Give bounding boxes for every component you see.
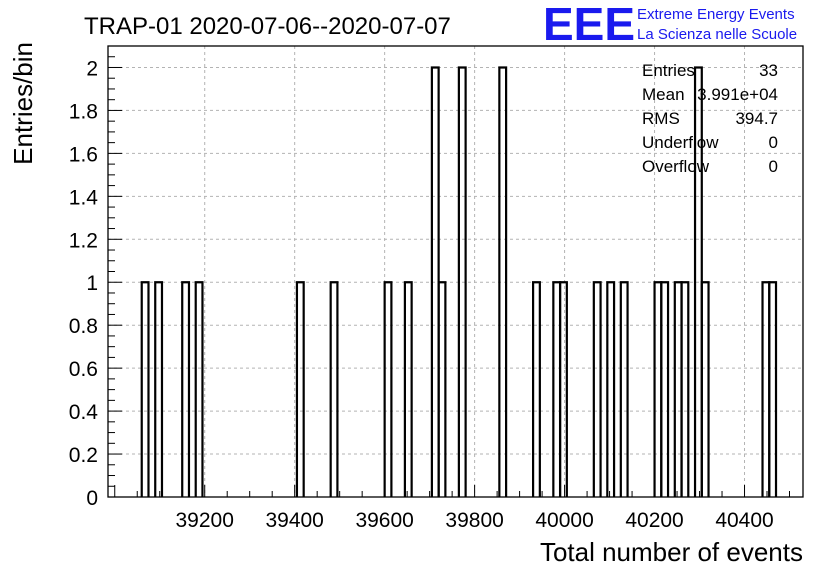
stats-value: 33 [759, 61, 778, 80]
histogram-bin [606, 281, 616, 497]
histogram-bars [140, 66, 778, 497]
eee-logo: EEE Extreme Energy Events La Scienza nel… [543, 0, 797, 50]
histogram-bin [592, 281, 602, 497]
histogram-bin [498, 66, 508, 497]
y-tick-label: 1.4 [69, 186, 99, 209]
histogram-bin [660, 281, 670, 497]
y-tick-label: 1.8 [69, 100, 98, 123]
histogram-bin [194, 281, 204, 497]
x-axis-title: Total number of events [540, 537, 803, 567]
stats-box: Entries 33 Mean 3.991e+04 RMS 394.7 Underflow 0… [642, 61, 778, 176]
y-tick-label: 1.2 [69, 229, 98, 252]
histogram-bin [700, 281, 710, 497]
y-tick-label: 0.8 [69, 315, 98, 338]
stats-label: RMS [642, 109, 680, 128]
histogram-bin [680, 281, 690, 497]
x-tick-label: 39400 [265, 509, 323, 532]
histogram-bin [531, 281, 541, 497]
x-tick-label: 40200 [625, 509, 683, 532]
y-tick-label: 0.6 [69, 358, 98, 381]
stats-label: Underflow [642, 133, 719, 152]
y-tick-label: 2 [86, 57, 98, 80]
stats-label: Entries [642, 61, 695, 80]
histogram-bin [154, 281, 164, 497]
stats-value: 3.991e+04 [697, 85, 778, 104]
axes [107, 45, 804, 498]
histogram-bin [140, 281, 150, 497]
plot-frame [107, 45, 804, 498]
histogram-bin [619, 281, 629, 497]
chart-title: TRAP-01 2020-07-06--2020-07-07 [84, 13, 451, 40]
logo-line1: Extreme Energy Events [637, 6, 795, 23]
stats-value: 394.7 [735, 109, 778, 128]
stats-label: Mean [642, 85, 685, 104]
x-tick-label: 40400 [715, 509, 773, 532]
histogram-bin [383, 281, 393, 497]
x-tick-label: 39200 [176, 509, 234, 532]
histogram-bin [329, 281, 339, 497]
histogram-bin [457, 66, 467, 497]
y-tick-label: 1 [86, 272, 98, 295]
histogram-bin [768, 281, 778, 497]
x-tick-label: 39800 [445, 509, 503, 532]
x-tick-labels: 39200 39400 39600 39800 40000 40200 40400 [176, 509, 774, 532]
x-tick-label: 39600 [355, 509, 413, 532]
stats-label: Overflow [642, 157, 710, 176]
histogram-bin [437, 281, 447, 497]
histogram-bin [558, 281, 568, 497]
histogram-bin [181, 281, 191, 497]
y-tick-label: 0.4 [69, 401, 99, 424]
stats-value: 0 [769, 157, 778, 176]
logo-mark: EEE [543, 0, 635, 50]
y-tick-label: 0 [86, 487, 98, 510]
stats-value: 0 [769, 133, 778, 152]
histogram-bin [403, 281, 413, 497]
grid-lines [108, 46, 803, 497]
x-tick-label: 40000 [535, 509, 593, 532]
histogram-bin [295, 281, 305, 497]
y-tick-label: 1.6 [69, 143, 98, 166]
logo-line2: La Scienza nelle Scuole [637, 26, 797, 43]
y-tick-labels: 0 0.2 0.4 0.6 0.8 1 1.2 1.4 1.6 1.8 2 [69, 57, 99, 510]
y-axis-title: Entries/bin [8, 42, 38, 165]
y-tick-label: 0.2 [69, 444, 98, 467]
